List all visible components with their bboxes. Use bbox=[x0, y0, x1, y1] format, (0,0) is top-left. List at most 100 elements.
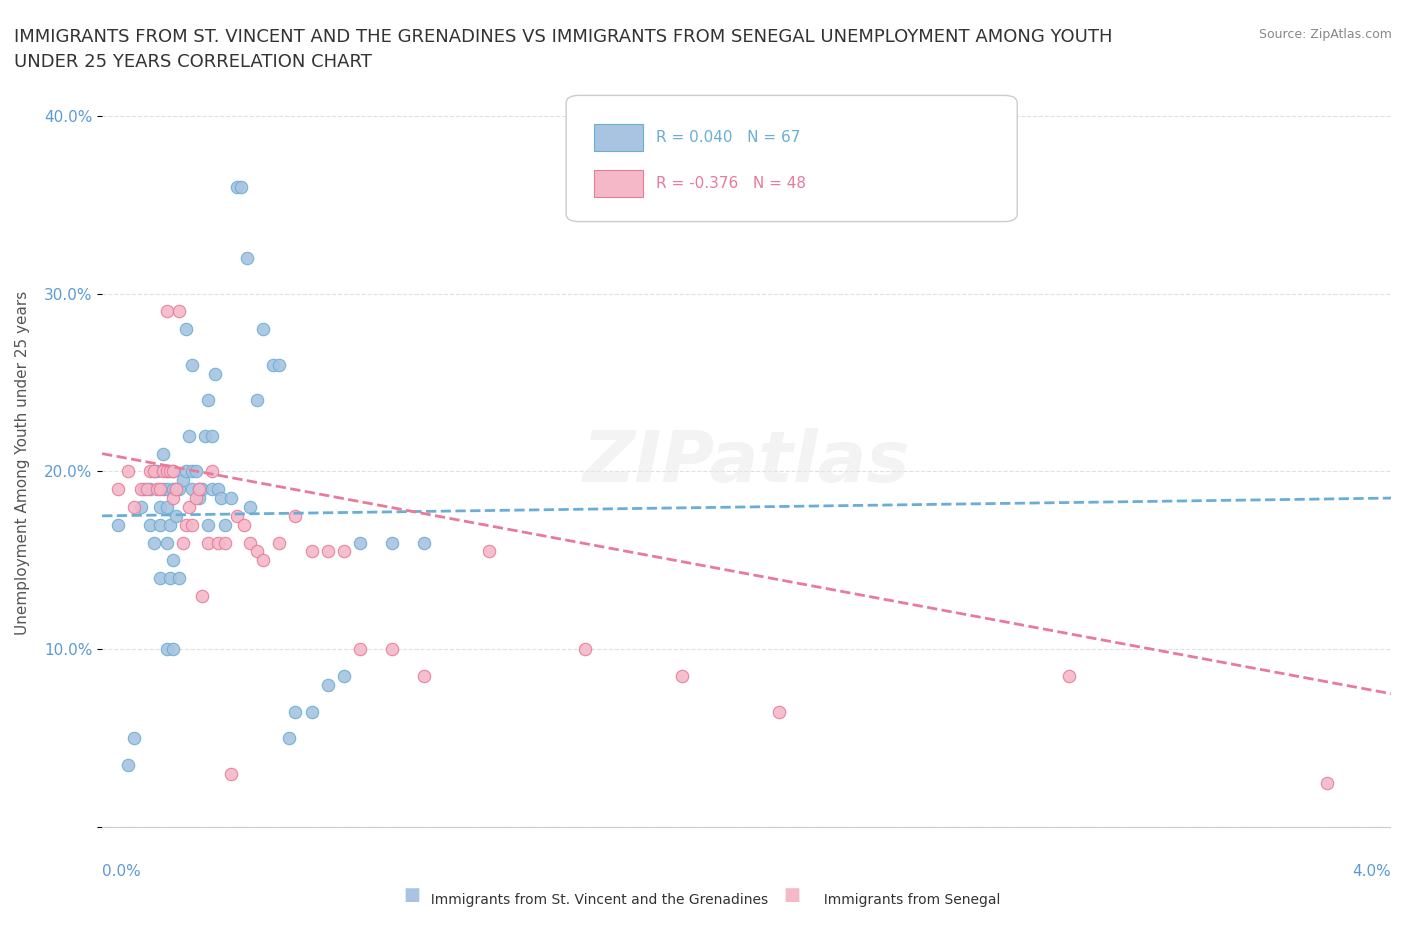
Point bbox=[278, 731, 301, 746]
Text: 0.0%: 0.0% bbox=[103, 864, 141, 879]
Bar bbox=[595, 124, 644, 152]
Point bbox=[269, 357, 291, 372]
Point bbox=[284, 509, 307, 524]
Point bbox=[181, 357, 204, 372]
Point bbox=[219, 766, 242, 781]
Point bbox=[201, 464, 224, 479]
Point bbox=[197, 517, 219, 532]
Point bbox=[149, 482, 172, 497]
Point bbox=[269, 535, 291, 550]
Point bbox=[149, 499, 172, 514]
Point bbox=[124, 731, 146, 746]
Point bbox=[155, 642, 177, 657]
Point bbox=[129, 499, 152, 514]
Point bbox=[169, 304, 191, 319]
Point bbox=[181, 482, 204, 497]
Point bbox=[139, 517, 162, 532]
Point bbox=[165, 509, 187, 524]
Point bbox=[191, 589, 214, 604]
Point bbox=[214, 535, 236, 550]
Point bbox=[142, 464, 165, 479]
Text: R = -0.376   N = 48: R = -0.376 N = 48 bbox=[657, 176, 806, 191]
Text: Immigrants from Senegal: Immigrants from Senegal bbox=[815, 893, 1001, 907]
Point bbox=[159, 517, 181, 532]
Point bbox=[333, 544, 356, 559]
Point bbox=[107, 482, 129, 497]
Point bbox=[152, 464, 174, 479]
Point bbox=[174, 464, 197, 479]
Point bbox=[201, 429, 224, 444]
Point bbox=[413, 535, 436, 550]
Point bbox=[155, 304, 177, 319]
Point bbox=[333, 669, 356, 684]
Point bbox=[146, 482, 169, 497]
Point bbox=[136, 482, 159, 497]
Point bbox=[184, 491, 207, 506]
Point bbox=[413, 669, 436, 684]
Point bbox=[181, 464, 204, 479]
Text: ZIPatlas: ZIPatlas bbox=[583, 428, 910, 497]
Point bbox=[239, 499, 262, 514]
Point bbox=[226, 179, 249, 194]
Point bbox=[229, 179, 252, 194]
Point bbox=[187, 482, 209, 497]
Point bbox=[165, 482, 187, 497]
Text: ■: ■ bbox=[783, 886, 800, 904]
Y-axis label: Unemployment Among Youth under 25 years: Unemployment Among Youth under 25 years bbox=[15, 290, 30, 634]
Point bbox=[139, 464, 162, 479]
Point bbox=[284, 704, 307, 719]
Point bbox=[169, 571, 191, 586]
Point bbox=[1315, 776, 1337, 790]
Point bbox=[301, 544, 323, 559]
Point bbox=[174, 322, 197, 337]
Point bbox=[179, 429, 201, 444]
Point bbox=[226, 509, 249, 524]
Point bbox=[381, 535, 404, 550]
Point bbox=[149, 571, 172, 586]
Text: IMMIGRANTS FROM ST. VINCENT AND THE GRENADINES VS IMMIGRANTS FROM SENEGAL UNEMPL: IMMIGRANTS FROM ST. VINCENT AND THE GREN… bbox=[14, 28, 1112, 71]
Point bbox=[129, 482, 152, 497]
Point bbox=[574, 642, 596, 657]
Bar bbox=[595, 169, 644, 197]
Point bbox=[142, 535, 165, 550]
Point bbox=[219, 491, 242, 506]
Point bbox=[159, 571, 181, 586]
Point bbox=[162, 491, 184, 506]
Point bbox=[169, 482, 191, 497]
Point bbox=[187, 482, 209, 497]
FancyBboxPatch shape bbox=[567, 96, 1017, 221]
Point bbox=[197, 535, 219, 550]
Point bbox=[246, 544, 269, 559]
Point bbox=[162, 464, 184, 479]
Point bbox=[214, 517, 236, 532]
Text: 4.0%: 4.0% bbox=[1353, 864, 1391, 879]
Point bbox=[107, 517, 129, 532]
Point bbox=[162, 482, 184, 497]
Point bbox=[124, 499, 146, 514]
Point bbox=[155, 482, 177, 497]
Point bbox=[194, 429, 217, 444]
Point bbox=[201, 482, 224, 497]
Point bbox=[184, 464, 207, 479]
Point bbox=[152, 446, 174, 461]
Point bbox=[155, 464, 177, 479]
Point bbox=[207, 535, 229, 550]
Text: Source: ZipAtlas.com: Source: ZipAtlas.com bbox=[1258, 28, 1392, 41]
Point bbox=[252, 552, 274, 567]
Point bbox=[117, 464, 139, 479]
Point bbox=[179, 499, 201, 514]
Point bbox=[172, 535, 194, 550]
Point bbox=[478, 544, 501, 559]
Point bbox=[162, 642, 184, 657]
Point bbox=[236, 250, 259, 265]
Point bbox=[187, 491, 209, 506]
Point bbox=[181, 517, 204, 532]
Text: Immigrants from St. Vincent and the Grenadines: Immigrants from St. Vincent and the Gren… bbox=[422, 893, 768, 907]
Point bbox=[146, 464, 169, 479]
Point bbox=[159, 464, 181, 479]
Text: ■: ■ bbox=[404, 886, 420, 904]
Point bbox=[768, 704, 790, 719]
Point bbox=[165, 482, 187, 497]
Point bbox=[349, 642, 371, 657]
Point bbox=[132, 482, 155, 497]
